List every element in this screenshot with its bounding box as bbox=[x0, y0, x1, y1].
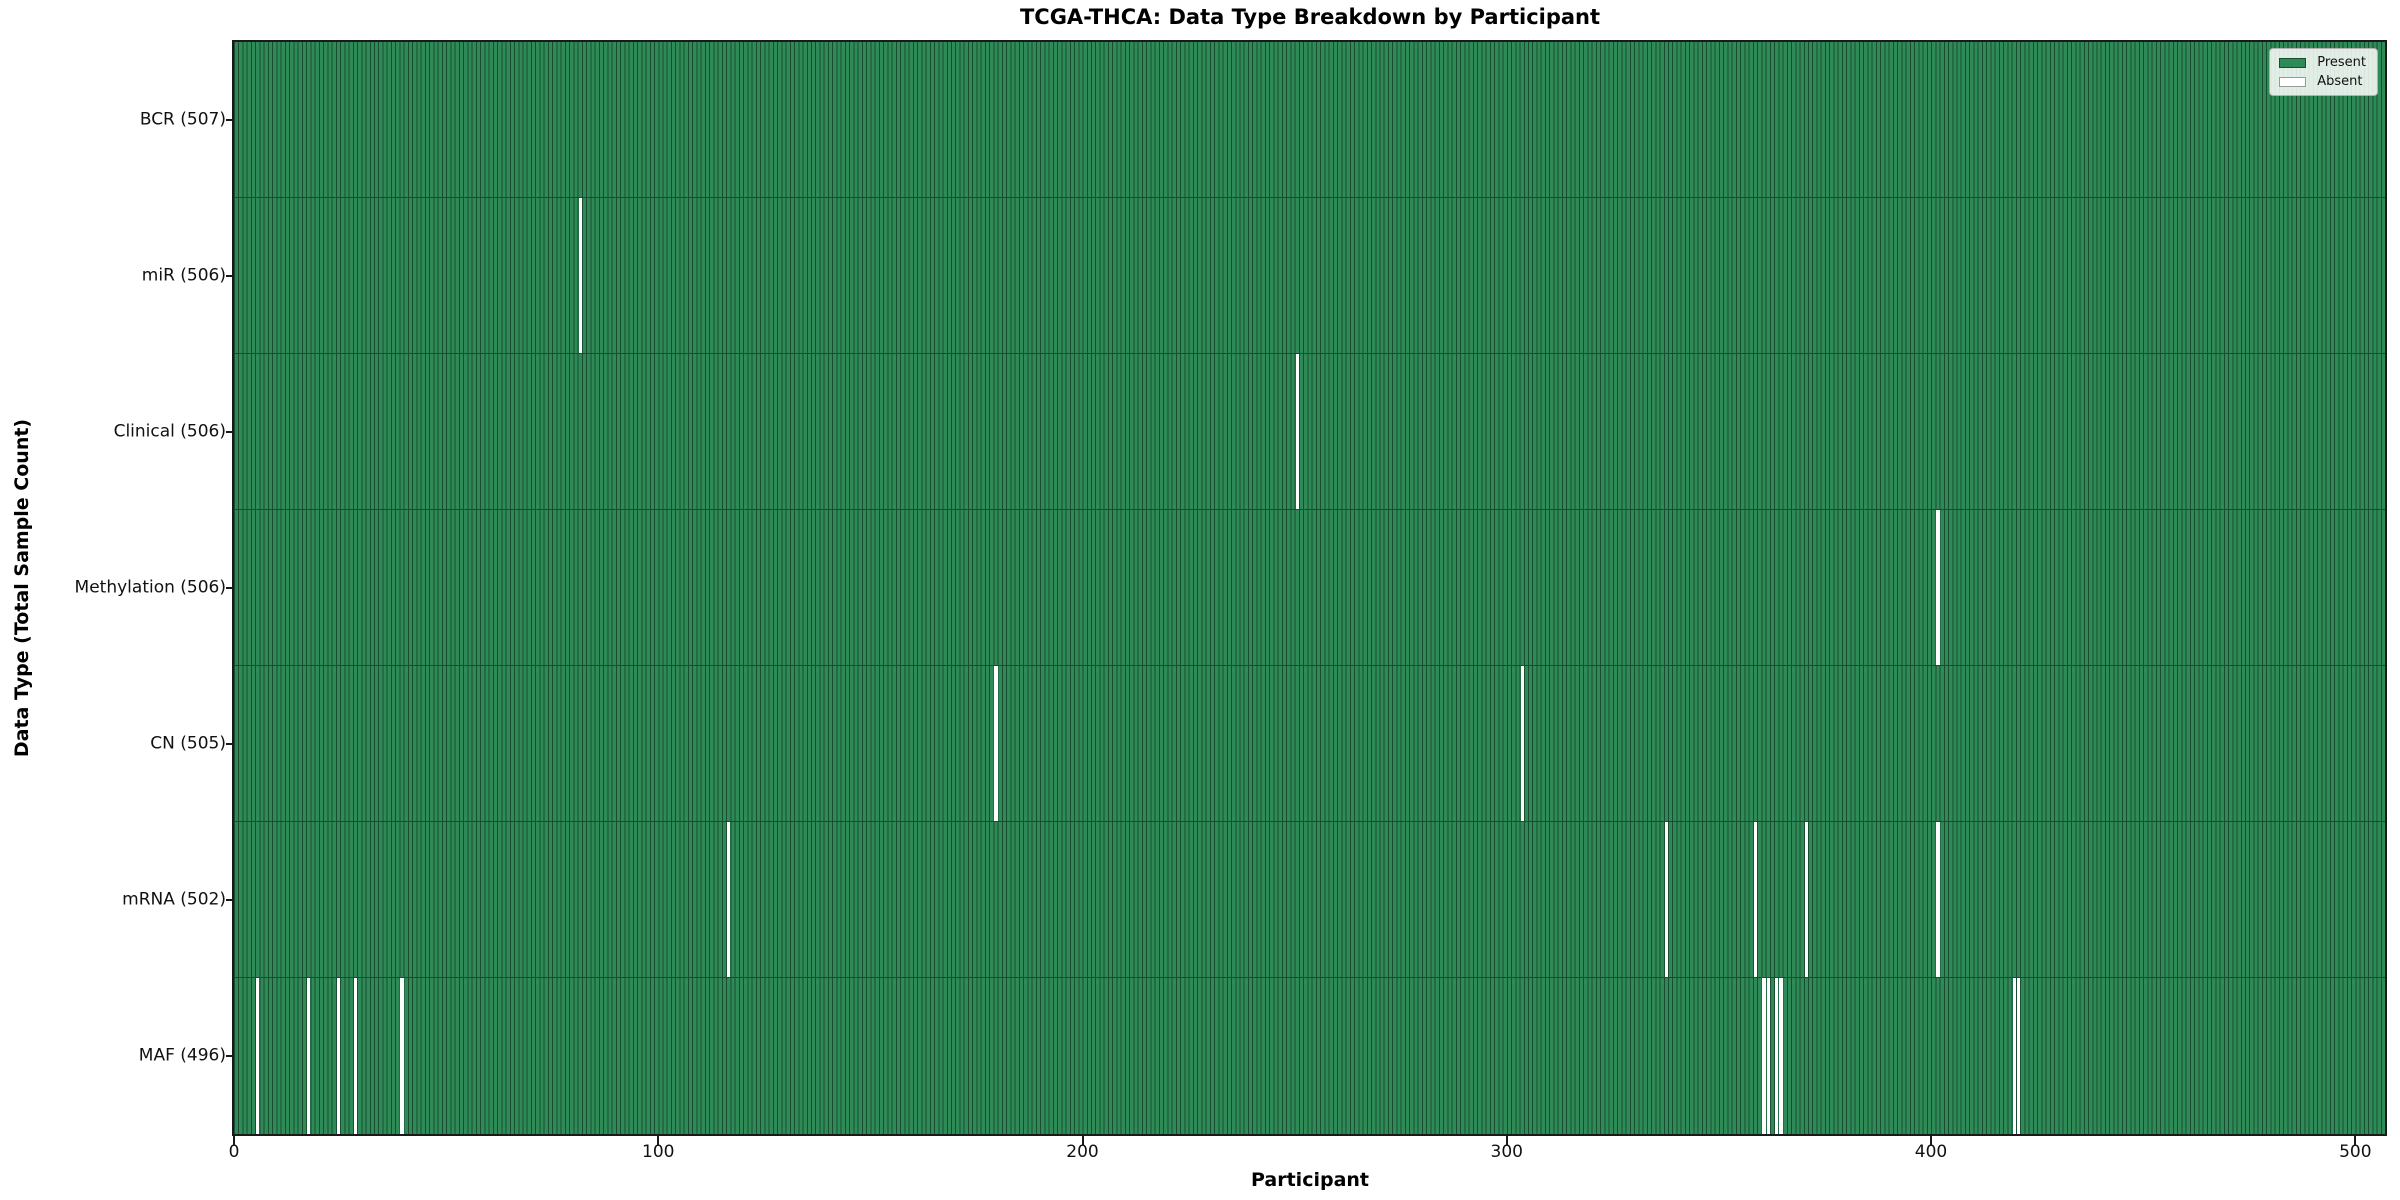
y-tick-mark bbox=[226, 431, 234, 433]
absent-gap bbox=[578, 198, 582, 353]
absent-gap bbox=[1779, 978, 1783, 1134]
absent-gap bbox=[1804, 822, 1808, 977]
y-tick-label: Clinical (506) bbox=[113, 421, 226, 442]
x-tick-mark bbox=[657, 1136, 660, 1145]
x-tick-label: 300 bbox=[1490, 1142, 1523, 1162]
absent-gap bbox=[336, 978, 341, 1134]
absent-gap bbox=[256, 978, 260, 1134]
plot-area: Present Absent bbox=[232, 40, 2387, 1136]
data-type-row bbox=[234, 198, 2385, 354]
data-type-row bbox=[234, 354, 2385, 510]
absent-gap bbox=[1762, 978, 1766, 1134]
y-tick-mark bbox=[226, 743, 234, 745]
y-tick-mark bbox=[226, 587, 234, 589]
y-tick-mark bbox=[226, 1055, 234, 1057]
x-tick-label: 500 bbox=[2339, 1142, 2372, 1162]
legend-item-absent: Absent bbox=[2279, 75, 2366, 88]
data-type-row bbox=[234, 42, 2385, 198]
absent-gap bbox=[1936, 822, 1940, 977]
legend-item-present: Present bbox=[2279, 56, 2366, 69]
y-tick-label: mRNA (502) bbox=[122, 889, 226, 910]
absent-swatch bbox=[2279, 76, 2307, 87]
y-tick-label: Methylation (506) bbox=[74, 577, 226, 598]
absent-gap bbox=[2012, 978, 2016, 1134]
x-tick-mark bbox=[233, 1136, 235, 1145]
absent-gap bbox=[1753, 822, 1758, 977]
x-tick-mark bbox=[1930, 1136, 1933, 1145]
y-tick-mark bbox=[226, 899, 234, 901]
absent-gap bbox=[353, 978, 358, 1134]
absent-gap bbox=[727, 822, 731, 977]
x-tick-label: 200 bbox=[1066, 1142, 1099, 1162]
data-type-row bbox=[234, 666, 2385, 822]
x-tick-mark bbox=[1081, 1136, 1084, 1145]
data-type-row bbox=[234, 822, 2385, 978]
x-tick-mark bbox=[1505, 1136, 1508, 1145]
x-tick-label: 400 bbox=[1914, 1142, 1948, 1162]
absent-gap bbox=[1766, 978, 1770, 1134]
x-axis-label: Participant bbox=[1250, 1169, 1370, 1191]
absent-gap bbox=[1664, 822, 1668, 977]
absent-gap bbox=[1936, 510, 1940, 665]
x-tick-mark bbox=[2354, 1136, 2357, 1145]
y-tick-mark bbox=[226, 275, 234, 277]
present-swatch bbox=[2279, 57, 2307, 68]
y-tick-label: miR (506) bbox=[141, 265, 226, 286]
y-tick-label: BCR (507) bbox=[139, 109, 226, 130]
absent-gap bbox=[1775, 978, 1779, 1134]
y-tick-label: CN (505) bbox=[150, 733, 226, 754]
absent-gap bbox=[307, 978, 311, 1134]
absent-gap bbox=[994, 666, 998, 821]
y-tick-mark bbox=[226, 119, 234, 121]
absent-gap bbox=[1295, 354, 1299, 509]
legend: Present Absent bbox=[2269, 48, 2378, 96]
absent-gap bbox=[2016, 978, 2021, 1134]
legend-label-absent: Absent bbox=[2317, 74, 2363, 89]
absent-gap bbox=[400, 978, 404, 1134]
x-tick-label: 0 bbox=[228, 1142, 240, 1162]
x-tick-label: 100 bbox=[642, 1142, 675, 1162]
absent-gap bbox=[1520, 666, 1524, 821]
data-type-row bbox=[234, 510, 2385, 666]
data-type-row bbox=[234, 978, 2385, 1134]
legend-label-present: Present bbox=[2317, 55, 2366, 70]
y-tick-label: MAF (496) bbox=[138, 1045, 226, 1066]
chart-title: TCGA-THCA: Data Type Breakdown by Partic… bbox=[1019, 5, 1601, 29]
